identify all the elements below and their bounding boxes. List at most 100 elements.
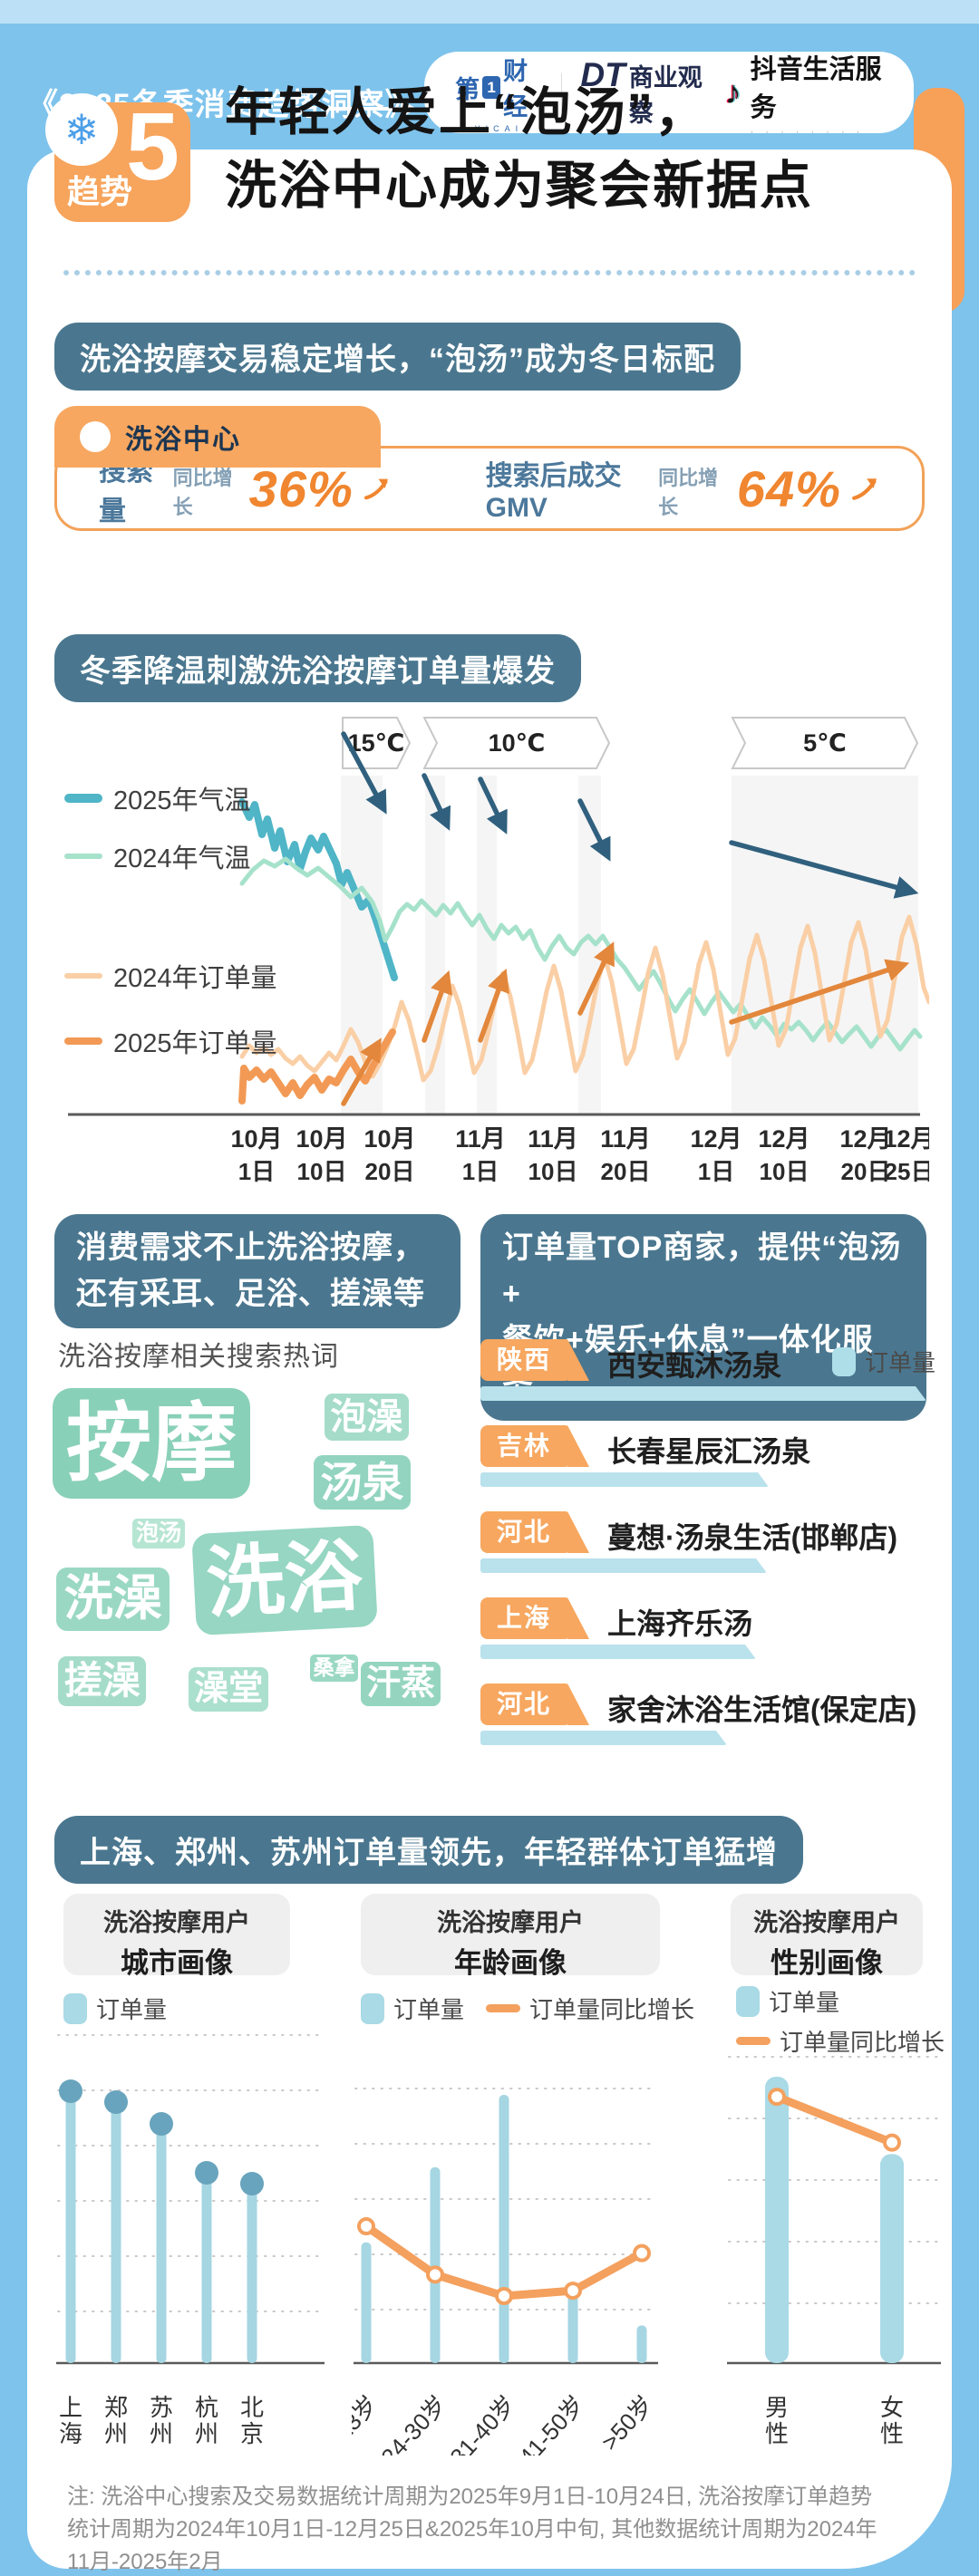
stat-value: 64% — [736, 459, 841, 517]
page-title-line1: 年轻人爱上“泡汤”， — [225, 83, 708, 141]
x-tick-month: 12月 — [690, 1125, 742, 1153]
temp-drop-arrow-icon — [341, 731, 387, 815]
yicai-mark-icon: 1 — [482, 75, 501, 99]
category-label: 31-40岁 — [444, 2390, 520, 2455]
age-chart-legend: 订单量 订单量同比增长 — [361, 1992, 694, 2025]
province-tag: 上海 — [480, 1597, 589, 1639]
order-volume-bar — [480, 1731, 727, 1745]
x-tick-month: 10月 — [296, 1125, 347, 1153]
chart-header-line1: 洗浴按摩用户 — [103, 1909, 250, 1936]
bar-女性 — [880, 2154, 904, 2363]
bar-18-23岁 — [361, 2242, 372, 2363]
order-rise-arrow-icon — [729, 959, 910, 1025]
bar-北京 — [247, 2184, 257, 2363]
legend-label: 订单量同比增长 — [780, 2029, 945, 2056]
temp-drop-arrow-icon — [729, 840, 919, 899]
order-volume-swatch-icon — [832, 1346, 856, 1376]
x-tick-month: 10月 — [363, 1125, 415, 1153]
legend-label: 2025年气温 — [113, 786, 251, 815]
section3-left-pill-line1: 消费需求不止洗浴按摩， — [76, 1230, 425, 1265]
x-tick-month: 10月 — [230, 1125, 282, 1153]
page-title: 年轻人爱上“泡汤”， 洗浴中心成为聚会新据点 — [225, 76, 932, 223]
series-2024年气温 — [239, 856, 923, 1052]
stat-gmv: 搜索后成交GMV 同比增长 64% — [486, 453, 880, 524]
merchant-row: 吉林 长春星辰汇汤泉 — [480, 1425, 926, 1489]
bar->50岁 — [636, 2325, 647, 2363]
trend-legend-item: 2024年气温 — [64, 837, 251, 875]
temp-tag-label: 10℃ — [489, 729, 546, 757]
douyin-name: 抖音生活服务 — [750, 54, 882, 122]
stat-sublabel: 同比增长 — [172, 467, 233, 518]
merchant-row: 河北 家舍沐浴生活馆(保定店) — [480, 1684, 926, 1747]
bar-cap-icon — [104, 2090, 128, 2114]
category-label: 州 — [195, 2420, 218, 2447]
category-label: 性 — [880, 2420, 904, 2447]
badge-number: 5 — [126, 93, 179, 200]
province-tag: 吉林 — [480, 1425, 589, 1467]
bar-cap-icon — [59, 2079, 82, 2103]
chart-header-line2: 性别画像 — [771, 1947, 883, 1979]
temp-tag-label: 15℃ — [348, 729, 405, 757]
top-strip — [0, 0, 979, 24]
legend-swatch-icon — [64, 1037, 102, 1045]
order-rise-arrow-icon — [577, 941, 615, 1016]
growth-arrow-icon — [363, 478, 388, 500]
x-tick-month: 12月 — [883, 1125, 929, 1153]
stat-sublabel: 同比增长 — [658, 467, 719, 518]
temp-drop-arrow-icon — [422, 773, 451, 831]
trend-chart-svg: 15℃ 10℃ 5℃ 10月 1日 10月 10日 10月 20日 11月 1日 11月 10日 11月 2… — [68, 717, 935, 1185]
footnote: 注: 洗浴中心搜索及交易数据统计周期为2025年9月1日-10月24日, 洗浴按… — [67, 2481, 892, 2576]
city-chart-header: 洗浴按摩用户 城市画像 — [63, 1894, 290, 1979]
merchant-name: 长春星辰汇汤泉 — [607, 1435, 811, 1468]
dt-logo-bold: DT — [580, 56, 625, 93]
order-volume-bar — [480, 1386, 926, 1401]
badge-circle: ❄ — [45, 93, 118, 166]
merchants-legend: 订单量 — [832, 1345, 935, 1378]
x-tick-month: 12月 — [839, 1125, 891, 1153]
dt-logo-rest: 商业观察 — [628, 64, 703, 127]
x-tick-day: 10日 — [297, 1158, 347, 1185]
legend-label: 2025年订单量 — [113, 1029, 277, 1058]
x-tick-day: 1日 — [462, 1158, 499, 1185]
wordcloud-subtitle: 洗浴按摩相关搜索热词 — [58, 1342, 339, 1372]
dotted-divider — [63, 270, 916, 275]
yicai-suffix: 财经 — [503, 58, 528, 121]
merchant-row: 河北 蔓想·汤泉生活(邯郸店) — [480, 1511, 926, 1575]
x-tick-day: 10日 — [528, 1158, 578, 1185]
trend-chart: 15℃ 10℃ 5℃ 10月 1日 10月 10日 10月 20日 11月 1日 11月 10日 11月 2… — [59, 707, 935, 1214]
hot-word: 泡汤 — [132, 1519, 186, 1548]
stats-card-tab: 洗浴中心 — [54, 406, 381, 468]
x-tick-day: 25日 — [885, 1158, 929, 1185]
section3-left-pill: 消费需求不止洗浴按摩， 还有采耳、足浴、搓澡等 — [54, 1214, 460, 1328]
hot-word: 汤泉 — [314, 1455, 411, 1510]
legend-label: 订单量同比增长 — [529, 1996, 695, 2023]
legend-swatch-icon — [64, 973, 102, 979]
category-label: 女 — [880, 2394, 904, 2421]
merchant-name: 蔓想·汤泉生活(邯郸店) — [607, 1521, 897, 1554]
bar-cap-icon — [150, 2112, 173, 2136]
stat-value: 36% — [248, 459, 354, 517]
gender-chart-legend-bar: 订单量 — [736, 1984, 839, 2018]
order-rise-arrow-icon — [422, 970, 452, 1043]
bar-swatch-icon — [736, 1985, 760, 2017]
douyin-logo: ♪ 抖音生活服务 · · · · · · · · — [725, 48, 883, 138]
category-label: 海 — [59, 2420, 82, 2447]
bar-郑州 — [111, 2102, 121, 2363]
hot-word: 澡堂 — [189, 1667, 269, 1713]
legend-swatch-icon — [64, 794, 102, 803]
bar-41-50岁 — [567, 2288, 578, 2363]
merchant-row: 上海 上海齐乐汤 — [480, 1597, 926, 1661]
dt-logo: DT 商业观察 — [580, 56, 706, 129]
bar-swatch-icon — [361, 1992, 384, 2024]
category-label: 京 — [240, 2420, 264, 2447]
province-tag: 陕西 — [480, 1339, 589, 1381]
temp-tag-label: 5℃ — [803, 729, 847, 757]
logo-divider — [560, 73, 563, 111]
x-tick-month: 11月 — [600, 1125, 651, 1153]
category-label: 41-50岁 — [513, 2390, 589, 2455]
growth-dot-icon — [768, 2088, 786, 2107]
section2-header-pill: 冬季降温刺激洗浴按摩订单量爆发 — [54, 634, 581, 702]
